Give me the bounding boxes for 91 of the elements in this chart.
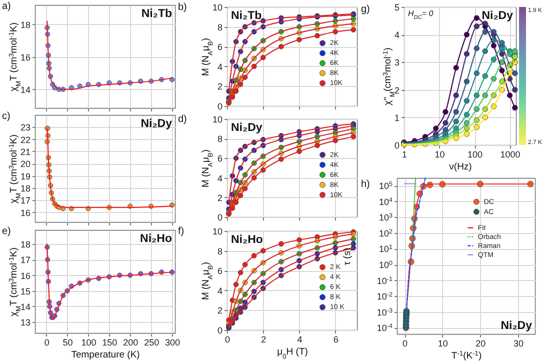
- text: Ni₂Dy: [500, 320, 533, 332]
- text: f): [178, 226, 184, 237]
- y-tick-label: 13: [20, 318, 30, 328]
- x-tick-label: 4: [297, 334, 302, 344]
- chart-title: Ni₂Tb: [231, 10, 262, 22]
- x-tick-label: 20: [476, 338, 486, 348]
- x-tick-label: 2: [261, 334, 266, 344]
- text: b): [178, 2, 187, 13]
- y-tick-label: 4: [394, 30, 400, 40]
- y-tick-label: 3: [394, 58, 400, 68]
- x-tick-label: 250: [144, 338, 160, 348]
- y-tick-label: 2: [394, 85, 400, 96]
- y-tick-label: 8: [217, 22, 222, 32]
- x-tick-label: 10: [434, 150, 445, 160]
- x-tick-label: 1: [402, 150, 408, 160]
- y-tick-label: 2: [217, 82, 222, 92]
- y-tick-label: 16: [20, 270, 30, 281]
- y-tick-label: 20: [20, 159, 30, 170]
- x-tick-label: 300: [165, 338, 180, 348]
- y-tick-label: 18: [20, 240, 30, 250]
- chart-title: Ni₂Ho: [140, 233, 172, 245]
- x-tick-label: 150: [102, 338, 118, 348]
- y-tick-label: 23: [20, 122, 30, 133]
- y-tick-label: 6: [217, 42, 222, 52]
- y-tick-label: 2: [217, 192, 222, 203]
- text: a): [2, 1, 11, 12]
- x-tick-label: 1000: [500, 150, 520, 160]
- y-tick-label: 21: [20, 146, 30, 157]
- y-tick-label: 10$^{-4}$: [376, 322, 393, 334]
- x-tick-label: 30: [513, 338, 524, 348]
- y-tick-label: 10: [212, 226, 222, 236]
- chart-title: Ni₂Ho: [231, 234, 263, 246]
- y-tick-label: 4: [217, 286, 222, 296]
- x-tick-label: 50: [62, 338, 73, 348]
- y-tick-label: 18: [20, 20, 30, 30]
- x-axis-title: μ$_{0}$H (T): [277, 346, 308, 360]
- y-tick-label: 6: [217, 266, 222, 276]
- y-tick-label: 2: [217, 306, 222, 316]
- x-tick-label: 10: [438, 338, 448, 348]
- y-tick-label: 4: [217, 62, 222, 72]
- x-axis-title: ν(Hz): [449, 162, 472, 172]
- y-tick-label: 5: [394, 2, 400, 12]
- y-tick-label: 10$^{-1}$: [376, 275, 393, 286]
- y-tick-label: 0: [217, 212, 222, 222]
- chart-title: Ni₂Tb: [141, 8, 172, 20]
- y-tick-label: 10$^{0}$: [378, 260, 393, 270]
- y-axis-title: τ (s): [342, 248, 354, 266]
- y-tick-label: 16: [20, 208, 30, 218]
- y-tick-label: 18: [20, 183, 30, 194]
- y-tick-label: 17: [20, 196, 30, 206]
- y-tick-label: 19: [20, 171, 30, 182]
- y-tick-label: 0: [394, 140, 400, 150]
- y-tick-label: 10$^{-3}$: [376, 306, 393, 318]
- y-tick-label: 8: [217, 246, 222, 256]
- y-tick-label: 22: [20, 134, 30, 145]
- text: c): [2, 111, 10, 122]
- y-tick-label: 14: [20, 302, 30, 312]
- x-tick-label: 100: [81, 338, 96, 348]
- y-tick-label: 0: [217, 326, 222, 336]
- text: d): [178, 114, 187, 125]
- y-tick-label: 16: [20, 52, 30, 62]
- y-tick-label: 10: [212, 2, 222, 12]
- text: h): [361, 179, 370, 190]
- y-tick-label: 10$^{5}$: [378, 180, 393, 192]
- y-tick-label: 10$^{3}$: [378, 212, 393, 223]
- y-tick-label: 8: [217, 134, 222, 144]
- x-tick-label: 6: [333, 334, 338, 344]
- chart-title: Ni₂Dy: [140, 118, 173, 130]
- text: g): [361, 4, 370, 15]
- y-tick-label: 10$^{1}$: [378, 244, 393, 254]
- x-tick-label: 0: [224, 334, 230, 344]
- y-tick-label: 0: [217, 102, 222, 112]
- y-tick-label: 4: [217, 173, 222, 184]
- x-tick-label: 100: [468, 150, 483, 160]
- x-tick-label: 0: [402, 338, 408, 348]
- chart-title: Ni₂Dy: [231, 122, 263, 134]
- y-tick-label: 10$^{4}$: [378, 196, 393, 207]
- y-tick-label: 15: [20, 286, 30, 296]
- y-tick-label: 1: [394, 112, 400, 123]
- x-axis-title: T$^{-1}$(K$^{-1}$): [451, 350, 482, 362]
- y-tick-label: 14: [20, 84, 30, 95]
- y-tick-label: 10$^{-2}$: [376, 291, 393, 302]
- x-tick-label: 0: [44, 338, 50, 348]
- y-tick-label: 10$^{2}$: [378, 228, 393, 238]
- text: e): [2, 226, 11, 237]
- x-tick-label: 200: [123, 338, 138, 348]
- annotation: H$_{DC}$= 0: [408, 9, 434, 21]
- x-axis-title: Temperature (K): [71, 350, 140, 360]
- chart-title: Ni₂Dy: [482, 10, 514, 22]
- y-tick-label: 17: [20, 255, 30, 266]
- y-tick-label: 10: [212, 114, 222, 124]
